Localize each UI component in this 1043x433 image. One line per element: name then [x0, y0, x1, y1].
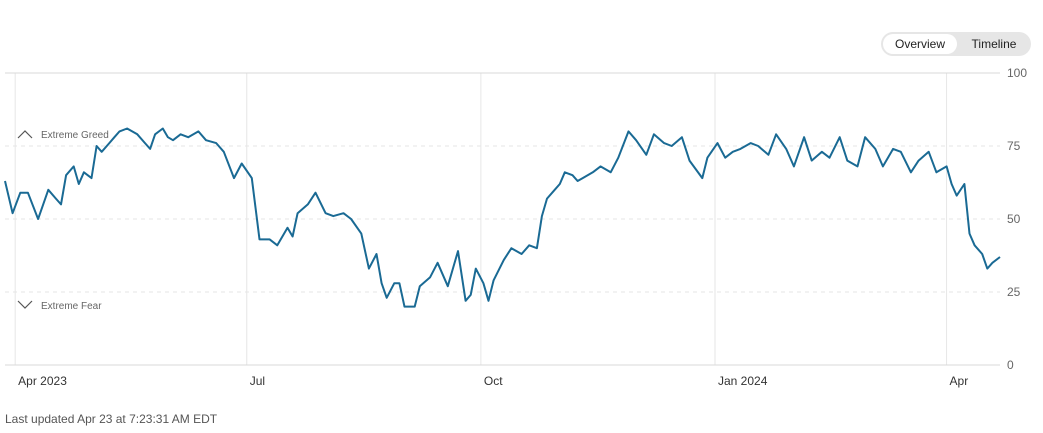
x-tick-label-1: Jul	[250, 374, 265, 388]
chevron-up-icon	[17, 130, 33, 139]
view-toggle: Overview Timeline	[881, 32, 1031, 56]
overview-tab[interactable]: Overview	[883, 34, 957, 54]
zone-label-0: Extreme Greed	[41, 130, 109, 141]
y-tick-label-0: 0	[1007, 358, 1014, 372]
x-tick-label-4: Apr	[950, 374, 969, 388]
x-tick-label-0: Apr 2023	[18, 374, 67, 388]
y-tick-label-75: 75	[1007, 139, 1021, 153]
last-updated-text: Last updated Apr 23 at 7:23:31 AM EDT	[5, 412, 218, 426]
y-tick-label-100: 100	[1007, 66, 1027, 80]
zone-label-1: Extreme Fear	[41, 301, 102, 312]
fear-greed-line-chart: 0 25 50 75 100 Apr 2023 Jul Oct Jan 2024 Apr Extre…	[4, 66, 1027, 388]
y-tick-label-25: 25	[1007, 285, 1021, 299]
chevron-down-icon	[17, 300, 33, 309]
x-tick-label-3: Jan 2024	[718, 374, 768, 388]
timeline-tab[interactable]: Timeline	[971, 37, 1017, 51]
series-line	[4, 127, 1001, 308]
x-tick-label-2: Oct	[484, 374, 503, 388]
y-tick-label-50: 50	[1007, 212, 1021, 226]
